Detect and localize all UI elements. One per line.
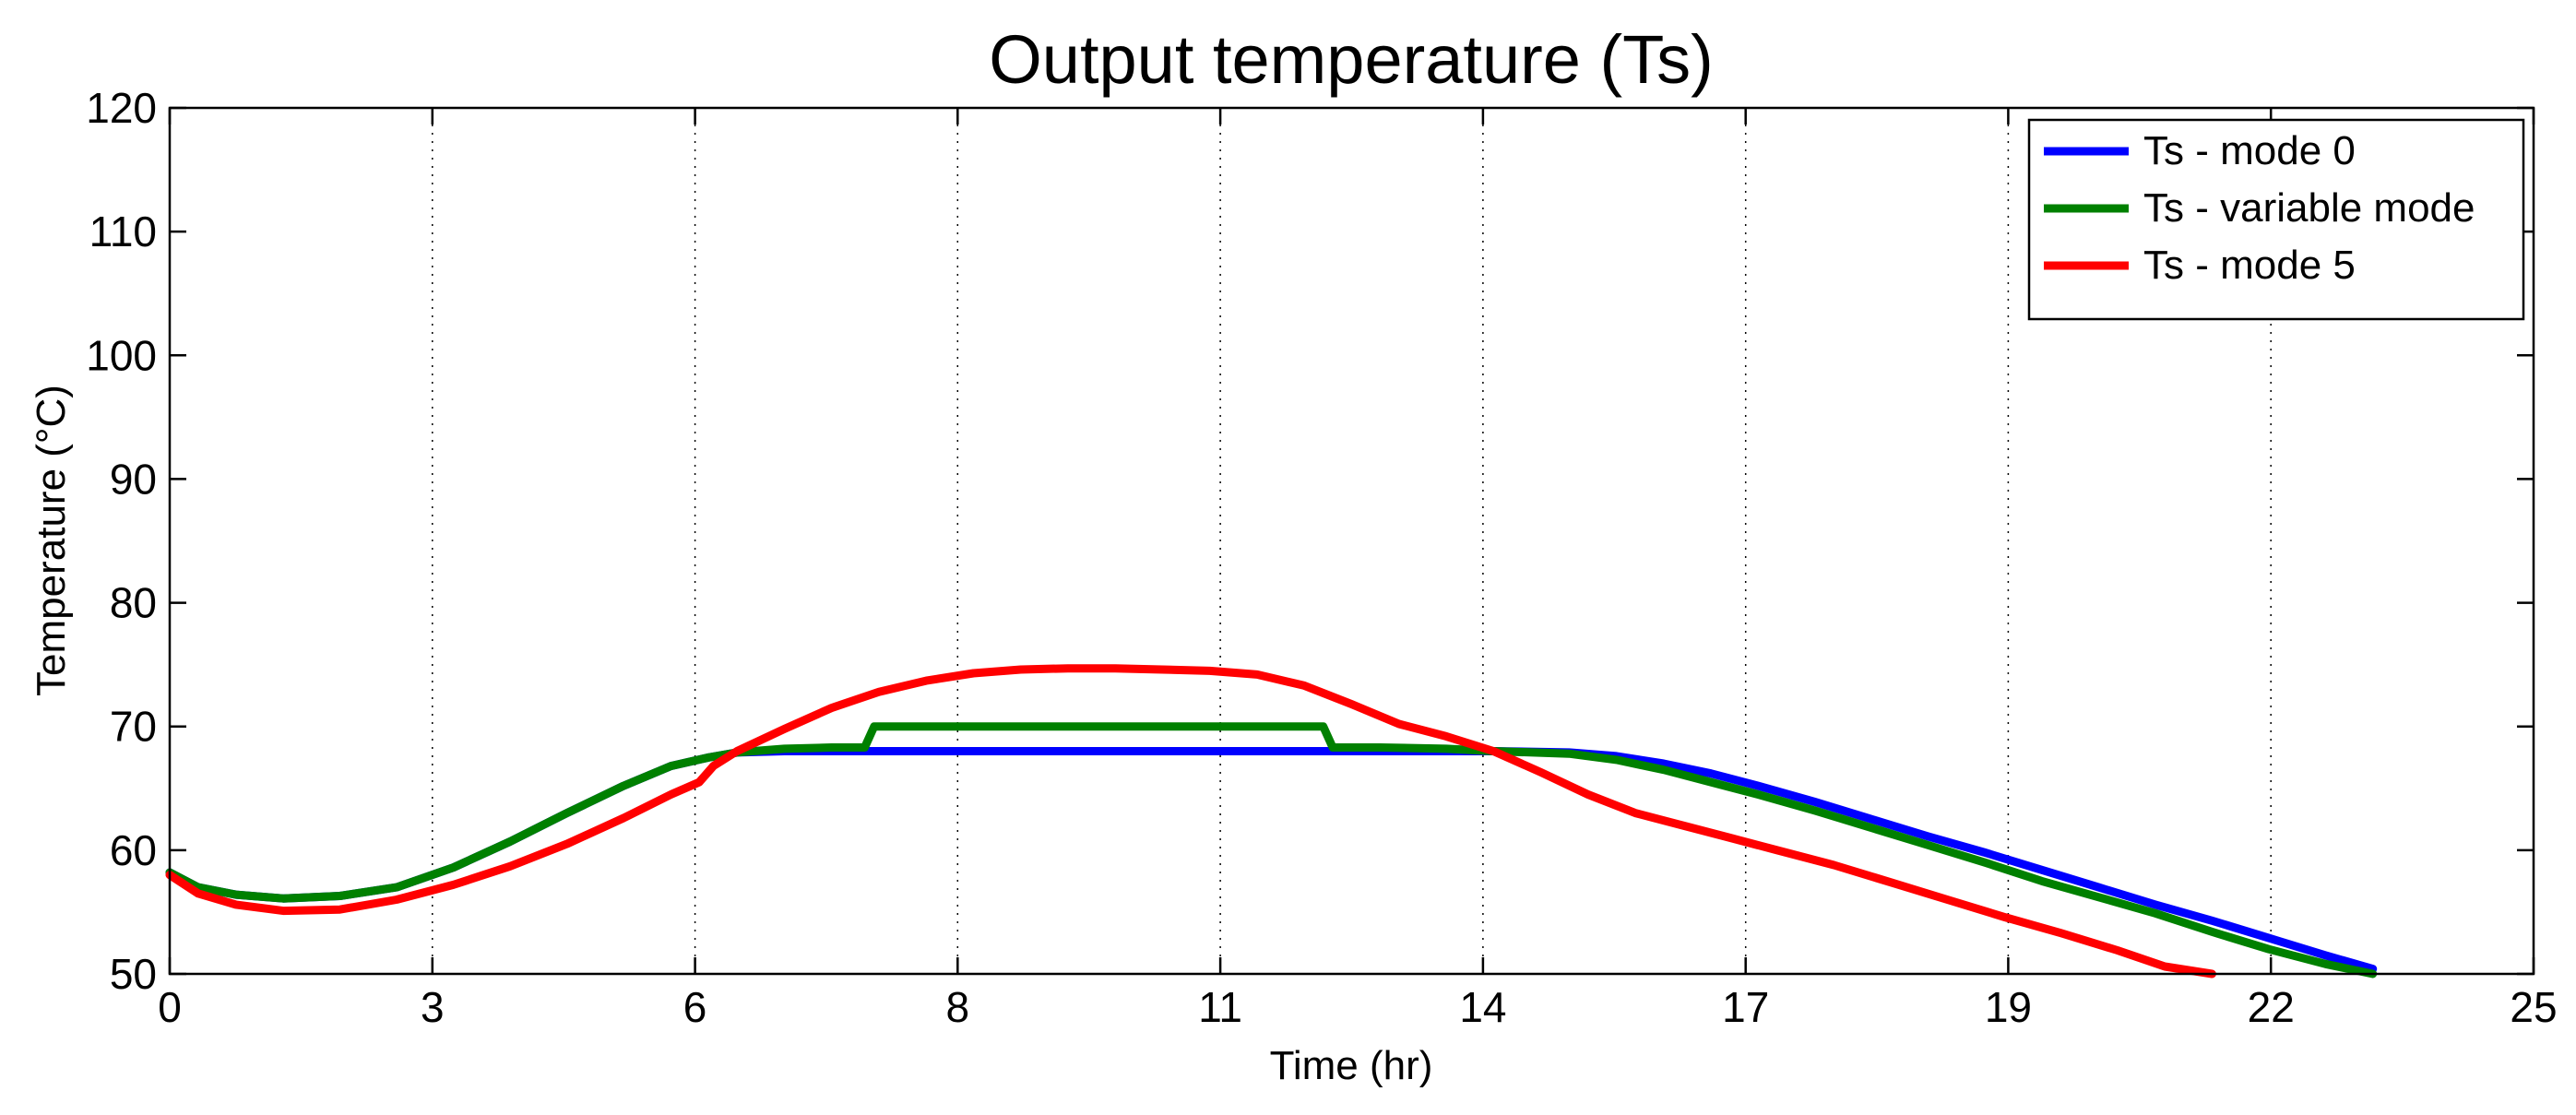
- legend-label-1: Ts - mode 0: [2143, 128, 2356, 173]
- ticks: 0 3 6 8 11 14 17 19 22 25 50 60 70 80 90 100 110 120: [86, 84, 2557, 1031]
- x-tick-label: 0: [158, 983, 182, 1031]
- series-layer: [165, 664, 2378, 979]
- x-tick-label: 8: [946, 983, 970, 1031]
- y-axis-title: Temperature (°C): [29, 385, 74, 696]
- y-tick-label: 60: [110, 826, 157, 874]
- y-tick-label: 50: [110, 950, 157, 998]
- x-tick-label: 17: [1722, 983, 1769, 1031]
- x-tick-label: 3: [421, 983, 445, 1031]
- y-tick-label: 90: [110, 455, 157, 503]
- y-tick-label: 70: [110, 703, 157, 751]
- legend: Ts - mode 0 Ts - variable mode Ts - mode 5: [2027, 118, 2525, 321]
- plot-frame: [168, 106, 2535, 976]
- y-tick-label: 80: [110, 579, 157, 627]
- y-tick-label: 120: [86, 84, 157, 132]
- x-tick-label: 22: [2248, 983, 2295, 1031]
- y-tick-label: 100: [86, 331, 157, 379]
- x-axis-title: Time (hr): [1270, 1043, 1433, 1088]
- gridlines: [432, 108, 2272, 974]
- x-tick-label: 25: [2510, 983, 2557, 1031]
- series-line-3: [165, 664, 2216, 979]
- x-tick-label: 19: [1985, 983, 2032, 1031]
- x-tick-label: 11: [1198, 983, 1242, 1031]
- chart-title: Output temperature (Ts): [989, 21, 1714, 98]
- series-line-2: [165, 722, 2378, 979]
- legend-label-3: Ts - mode 5: [2143, 243, 2356, 288]
- legend-label-2: Ts - variable mode: [2143, 185, 2475, 231]
- y-tick-label: 110: [89, 208, 157, 255]
- x-tick-label: 14: [1459, 983, 1506, 1031]
- x-tick-label: 6: [683, 983, 707, 1031]
